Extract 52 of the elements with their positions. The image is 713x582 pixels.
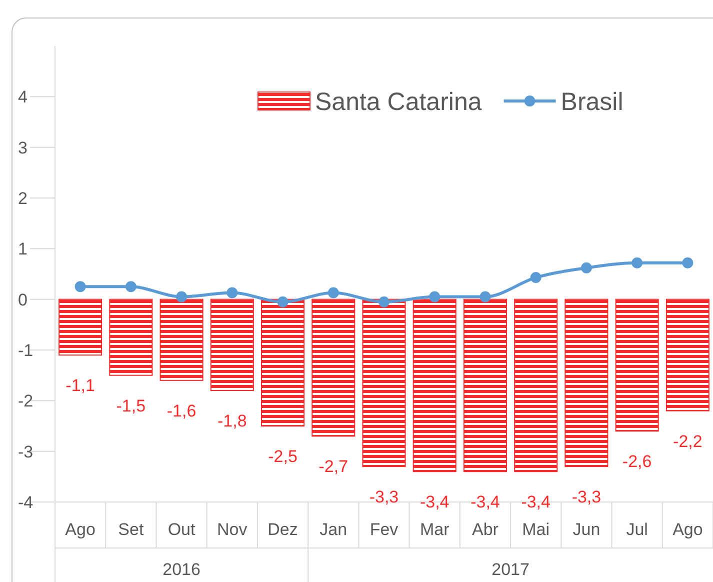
x-tick-label: Abr bbox=[472, 520, 499, 539]
x-tick-label: Jan bbox=[320, 520, 348, 539]
y-tick-label: -4 bbox=[18, 493, 34, 512]
data-label: -2,6 bbox=[622, 452, 652, 472]
legend-label: Brasil bbox=[560, 88, 624, 116]
point bbox=[125, 281, 136, 292]
point bbox=[176, 291, 188, 302]
data-label: -1,5 bbox=[116, 396, 146, 416]
x-tick-label: Ago bbox=[672, 520, 703, 539]
data-label: -1,8 bbox=[218, 412, 247, 431]
point bbox=[632, 257, 643, 268]
point bbox=[682, 257, 694, 268]
data-label: -3,3 bbox=[369, 488, 399, 507]
data-label: -3,4 bbox=[420, 492, 450, 512]
text: 2016 bbox=[162, 560, 200, 579]
x-tick-label: Jul bbox=[626, 520, 648, 539]
point bbox=[74, 281, 86, 292]
point bbox=[580, 262, 592, 274]
data-label: -2,5 bbox=[268, 447, 298, 466]
point bbox=[328, 287, 339, 298]
text: 2017 bbox=[492, 560, 530, 579]
y-tick-label: -3 bbox=[18, 442, 34, 462]
data-label: -2,2 bbox=[673, 432, 702, 451]
y-tick-label: -1 bbox=[18, 341, 34, 360]
x-tick-label: Ago bbox=[65, 520, 96, 539]
x-tick-label: Nov bbox=[217, 520, 248, 539]
data-label: -1,6 bbox=[166, 401, 196, 420]
point bbox=[378, 296, 390, 308]
y-tick-label: 2 bbox=[18, 189, 28, 208]
point bbox=[429, 291, 440, 302]
data-label: -2,7 bbox=[318, 457, 348, 476]
point bbox=[277, 296, 288, 308]
data-label: -1,1 bbox=[66, 376, 95, 396]
legend-label: Santa Catarina bbox=[315, 88, 482, 116]
x-tick-label: Set bbox=[118, 520, 144, 539]
y-tick-label: 3 bbox=[18, 138, 28, 158]
x-tick-label: Mai bbox=[522, 520, 550, 539]
point bbox=[480, 291, 491, 302]
y-tick-label: -2 bbox=[18, 392, 34, 411]
x-tick-label: Dez bbox=[268, 520, 298, 539]
data-label: -3,4 bbox=[470, 492, 500, 512]
x-tick-label: Out bbox=[168, 520, 196, 539]
y-tick-label: 1 bbox=[18, 240, 28, 259]
y-tick-label: 4 bbox=[18, 88, 28, 107]
point bbox=[226, 287, 238, 298]
point bbox=[530, 272, 542, 284]
x-tick-label: Mar bbox=[420, 520, 450, 539]
data-label: -3,3 bbox=[572, 488, 602, 507]
x-tick-label: Jun bbox=[572, 520, 600, 539]
x-tick-label: Fev bbox=[370, 520, 399, 539]
data-label: -3,4 bbox=[521, 492, 550, 512]
y-tick-label: 0 bbox=[18, 290, 28, 310]
